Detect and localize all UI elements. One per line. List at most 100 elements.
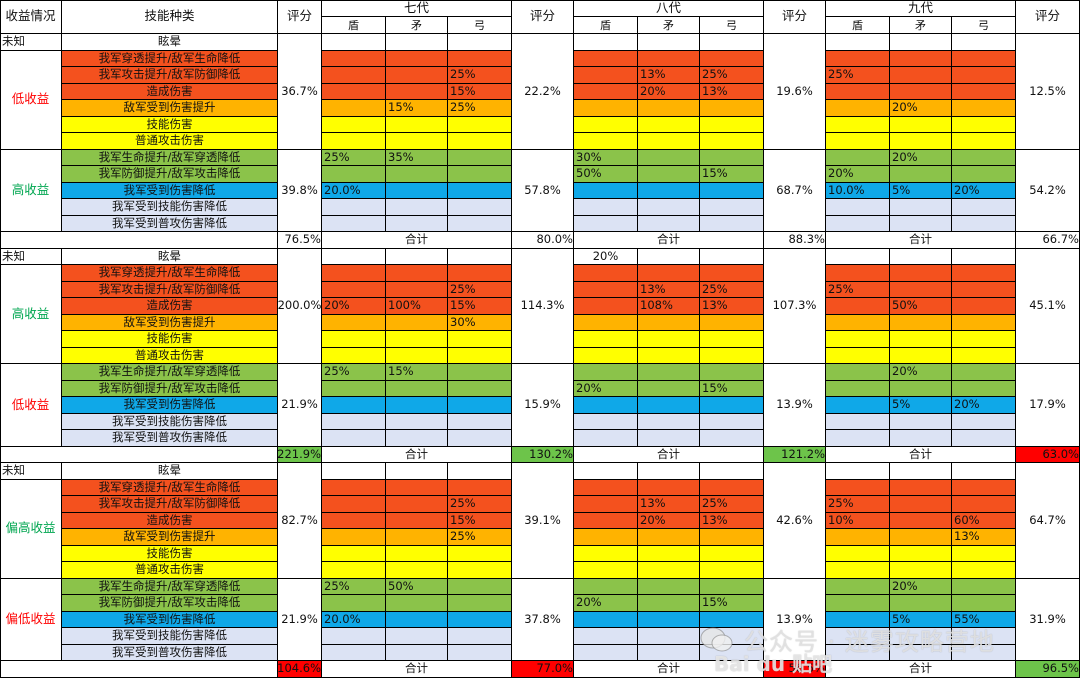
score-cell: 42.6% <box>764 463 826 579</box>
value-cell <box>448 215 512 232</box>
value-cell <box>700 430 764 447</box>
value-cell <box>322 628 386 645</box>
value-cell <box>700 100 764 117</box>
value-cell <box>322 331 386 348</box>
value-cell <box>322 83 386 100</box>
value-cell: 30% <box>574 149 638 166</box>
value-cell <box>890 50 952 67</box>
value-cell <box>386 314 448 331</box>
value-cell <box>826 83 890 100</box>
unknown-label: 未知 <box>0 34 62 51</box>
value-cell: 15% <box>386 364 448 381</box>
value-cell <box>638 380 700 397</box>
value-cell <box>700 347 764 364</box>
value-cell <box>638 182 700 199</box>
value-cell <box>826 545 890 562</box>
value-cell <box>322 413 386 430</box>
benefit-label: 偏高收益 <box>0 479 62 579</box>
value-cell <box>574 34 638 51</box>
value-cell <box>574 116 638 133</box>
value-cell <box>448 479 512 496</box>
value-cell: 13% <box>638 496 700 513</box>
skill-name: 敌军受到伤害提升 <box>62 529 278 546</box>
header-unit-type: 矛 <box>890 17 952 34</box>
value-cell: 25% <box>826 67 890 84</box>
value-cell <box>890 83 952 100</box>
value-cell <box>890 133 952 150</box>
value-cell: 20.0% <box>322 182 386 199</box>
value-cell: 15% <box>448 83 512 100</box>
value-cell <box>952 265 1016 282</box>
value-cell <box>952 364 1016 381</box>
value-cell <box>574 463 638 480</box>
value-cell <box>638 166 700 183</box>
header-benefit: 收益情况 <box>0 0 62 34</box>
value-cell <box>448 149 512 166</box>
value-cell <box>890 215 952 232</box>
value-cell <box>386 463 448 480</box>
skill-name: 技能伤害 <box>62 116 278 133</box>
value-cell <box>700 578 764 595</box>
value-cell <box>952 430 1016 447</box>
value-cell <box>386 430 448 447</box>
value-cell <box>638 364 700 381</box>
value-cell <box>574 611 638 628</box>
value-cell <box>826 199 890 216</box>
benefit-label: 低收益 <box>0 364 62 447</box>
benefit-label: 高收益 <box>0 149 62 232</box>
value-cell <box>700 149 764 166</box>
benefit-label: 低收益 <box>0 50 62 150</box>
value-cell: 13% <box>700 512 764 529</box>
value-cell <box>952 479 1016 496</box>
value-cell <box>322 644 386 661</box>
value-cell <box>700 413 764 430</box>
value-cell <box>826 331 890 348</box>
skill-name: 我军受到伤害降低 <box>62 182 278 199</box>
value-cell: 20% <box>890 578 952 595</box>
skill-name: 技能伤害 <box>62 545 278 562</box>
value-cell <box>952 215 1016 232</box>
value-cell: 25% <box>448 529 512 546</box>
value-cell <box>448 50 512 67</box>
value-cell: 10.0% <box>826 182 890 199</box>
skill-name: 我军穿透提升/敌军生命降低 <box>62 479 278 496</box>
total-label: 合计 <box>826 446 1016 463</box>
value-cell <box>574 430 638 447</box>
value-cell <box>952 166 1016 183</box>
value-cell <box>700 314 764 331</box>
value-cell <box>386 248 448 265</box>
value-cell <box>638 413 700 430</box>
value-cell <box>952 628 1016 645</box>
score-cell: 200.0% <box>278 248 322 364</box>
skill-name: 我军攻击提升/敌军防御降低 <box>62 281 278 298</box>
value-cell <box>890 545 952 562</box>
score-cell: 64.7% <box>1016 463 1080 579</box>
skill-name: 我军受到普攻伤害降低 <box>62 644 278 661</box>
value-cell: 20% <box>638 512 700 529</box>
value-cell <box>448 430 512 447</box>
score-cell: 37.8% <box>512 578 574 661</box>
value-cell <box>638 248 700 265</box>
value-cell: 20% <box>952 397 1016 414</box>
value-cell <box>890 512 952 529</box>
value-cell <box>700 34 764 51</box>
value-cell <box>952 331 1016 348</box>
value-cell <box>574 298 638 315</box>
value-cell <box>322 199 386 216</box>
value-cell <box>448 380 512 397</box>
value-cell <box>574 529 638 546</box>
header-unit-type: 盾 <box>322 17 386 34</box>
value-cell: 20% <box>574 248 638 265</box>
value-cell <box>386 116 448 133</box>
value-cell <box>386 595 448 612</box>
value-cell <box>952 314 1016 331</box>
score-cell: 22.2% <box>512 34 574 150</box>
skill-name: 敌军受到伤害提升 <box>62 314 278 331</box>
value-cell <box>638 644 700 661</box>
value-cell <box>322 397 386 414</box>
value-cell <box>322 512 386 529</box>
value-cell: 100% <box>386 298 448 315</box>
value-cell <box>448 133 512 150</box>
value-cell <box>890 644 952 661</box>
